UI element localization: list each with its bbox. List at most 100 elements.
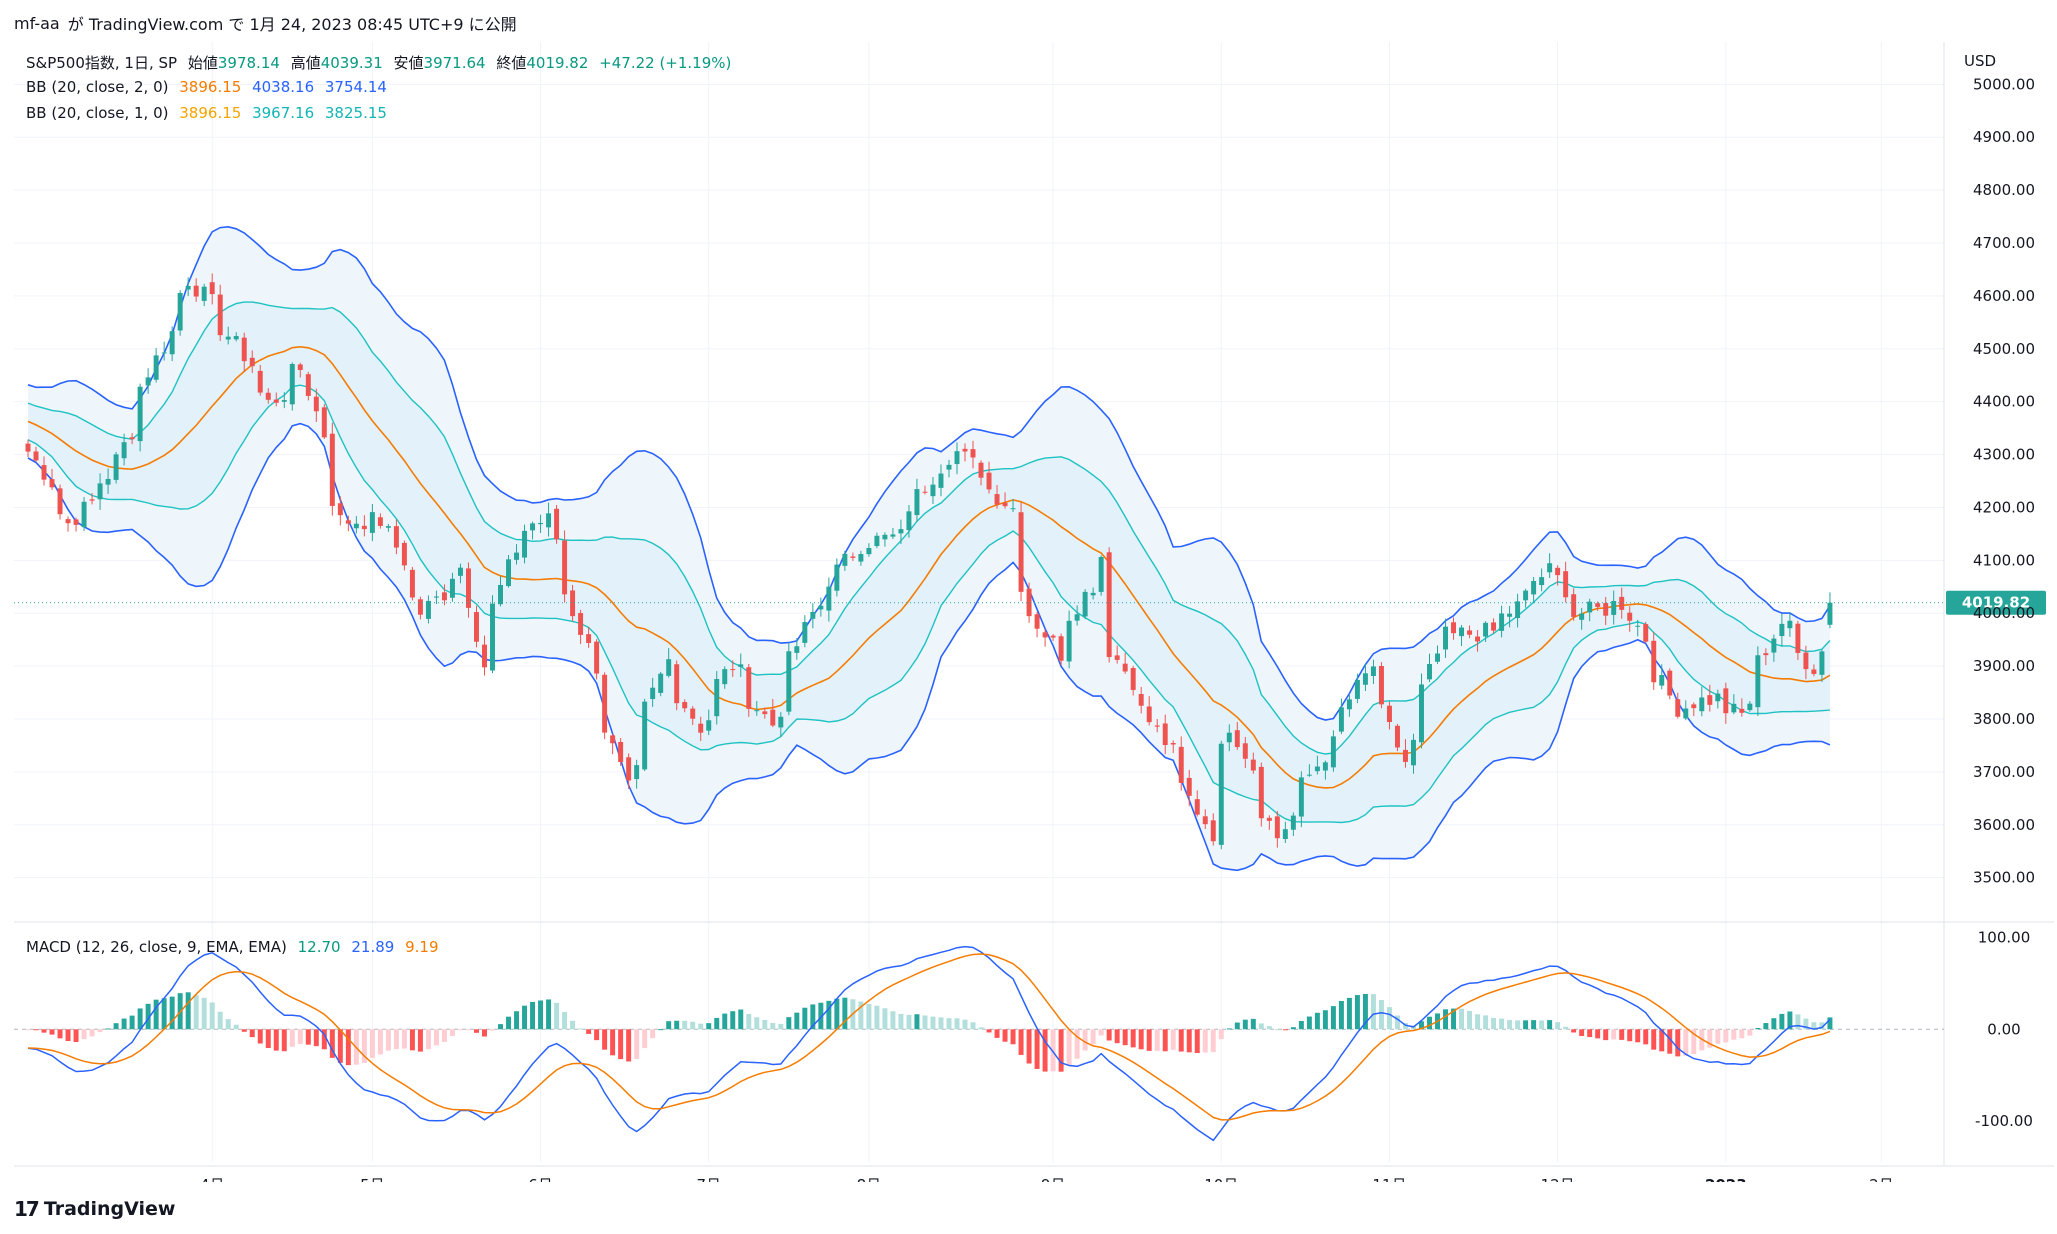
candle-body bbox=[1226, 732, 1232, 743]
candle-body bbox=[978, 462, 984, 478]
candle-body bbox=[1707, 695, 1713, 705]
candle-body bbox=[1491, 622, 1497, 631]
candle-body bbox=[1603, 603, 1609, 616]
candle-body bbox=[562, 540, 568, 595]
macd-histogram-bar bbox=[265, 1029, 271, 1049]
macd-histogram-bar bbox=[1074, 1029, 1080, 1059]
price-tick-label: 4000.00 bbox=[1973, 604, 2035, 622]
macd-histogram-bar bbox=[1611, 1029, 1617, 1040]
macd-histogram-bar bbox=[986, 1029, 992, 1033]
candle-body bbox=[898, 529, 904, 534]
macd-histogram-bar bbox=[938, 1017, 944, 1030]
macd-histogram-bar bbox=[1106, 1029, 1112, 1041]
bb2-legend[interactable]: BB (20, close, 2, 0) 3896.15 4038.16 375… bbox=[26, 78, 393, 96]
candle-body bbox=[1427, 663, 1432, 680]
macd-histogram-bar bbox=[1539, 1020, 1545, 1030]
macd-histogram-bar bbox=[401, 1029, 407, 1049]
candle-body bbox=[490, 603, 495, 671]
macd-histogram-bar bbox=[778, 1023, 784, 1030]
candle-body bbox=[1723, 688, 1729, 714]
macd-histogram-bar bbox=[554, 1002, 560, 1030]
candle-body bbox=[169, 331, 175, 355]
macd-histogram-bar bbox=[1691, 1029, 1697, 1055]
macd-histogram-bar bbox=[482, 1029, 487, 1037]
macd-legend[interactable]: MACD (12, 26, close, 9, EMA, EMA) 12.70 … bbox=[26, 938, 445, 956]
bb1-label: BB (20, close, 1, 0) bbox=[26, 104, 169, 122]
macd-histogram-bar bbox=[1314, 1012, 1320, 1030]
macd-histogram-bar bbox=[1603, 1029, 1609, 1041]
candle-body bbox=[1419, 684, 1424, 743]
candle-body bbox=[225, 336, 231, 340]
candle-body bbox=[145, 377, 151, 386]
candle-body bbox=[1715, 693, 1721, 702]
macd-histogram-bar bbox=[73, 1029, 79, 1042]
macd-histogram-bar bbox=[626, 1029, 632, 1062]
macd-histogram-bar bbox=[385, 1029, 391, 1051]
candle-body bbox=[425, 600, 431, 619]
bb1-fill bbox=[28, 302, 1830, 823]
symbol-label[interactable]: S&P500指数, 1日, SP bbox=[26, 54, 178, 72]
candle-body bbox=[674, 664, 680, 704]
candle-body bbox=[73, 519, 79, 525]
macd-histogram-bar bbox=[313, 1029, 319, 1047]
macd-histogram-bar bbox=[377, 1029, 383, 1055]
macd-histogram-bar bbox=[1066, 1029, 1072, 1066]
candle-body bbox=[778, 716, 784, 728]
candle-body bbox=[33, 451, 39, 461]
macd-histogram-bar bbox=[730, 1011, 736, 1030]
macd-histogram-bar bbox=[826, 1000, 832, 1030]
candle-body bbox=[570, 590, 576, 617]
candle-body bbox=[1563, 571, 1569, 598]
macd-histogram-bar bbox=[514, 1011, 520, 1030]
candle-body bbox=[297, 364, 303, 370]
low-value: 3971.64 bbox=[423, 54, 486, 72]
macd-histogram-bar bbox=[25, 1029, 31, 1031]
macd-histogram-bar bbox=[1747, 1029, 1753, 1036]
macd-histogram-bar bbox=[409, 1029, 415, 1051]
macd-histogram-bar bbox=[1755, 1028, 1761, 1030]
price-tick-label: 3600.00 bbox=[1973, 816, 2035, 834]
candle-body bbox=[1627, 612, 1633, 621]
macd-histogram-bar bbox=[1515, 1020, 1521, 1030]
price-tick-label: 3800.00 bbox=[1973, 710, 2035, 728]
candle-body bbox=[377, 517, 383, 526]
candle-body bbox=[1170, 742, 1176, 745]
candle-body bbox=[850, 556, 856, 558]
macd-histogram-bar bbox=[153, 999, 159, 1030]
footer-brand[interactable]: 17 TradingView bbox=[14, 1197, 175, 1221]
macd-histogram-bar bbox=[329, 1029, 335, 1058]
macd-histogram-bar bbox=[698, 1023, 704, 1030]
candle-body bbox=[1018, 512, 1024, 592]
candle-body bbox=[1138, 694, 1144, 706]
macd-histogram-bar bbox=[1707, 1029, 1713, 1048]
candle-body bbox=[1378, 665, 1384, 705]
macd-histogram-bar bbox=[273, 1029, 279, 1051]
candle-body bbox=[433, 596, 439, 598]
macd-histogram-bar bbox=[1779, 1013, 1785, 1030]
macd-histogram-bar bbox=[193, 995, 199, 1030]
last-price-tag-bg bbox=[1946, 590, 2046, 615]
macd-histogram-bar bbox=[1587, 1029, 1593, 1038]
author-name[interactable]: mf-aa bbox=[14, 13, 60, 33]
candle-body bbox=[1787, 620, 1793, 629]
macd-histogram-bar bbox=[169, 996, 175, 1030]
chart-svg[interactable]: 4019.82 5000.00 4900.00 4800.00 4700.00 4600.… bbox=[14, 42, 2054, 1182]
bb1-legend[interactable]: BB (20, close, 1, 0) 3896.15 3967.16 382… bbox=[26, 104, 393, 122]
close-value: 4019.82 bbox=[526, 54, 589, 72]
macd-histogram-bar bbox=[1723, 1029, 1729, 1043]
candle-body bbox=[217, 294, 223, 336]
candle-body bbox=[546, 513, 552, 528]
macd-histogram-bar bbox=[1346, 997, 1352, 1030]
candle-body bbox=[906, 511, 912, 531]
macd-histogram-bar bbox=[129, 1015, 135, 1030]
candle-body bbox=[409, 569, 415, 598]
macd-histogram-bar bbox=[754, 1017, 760, 1030]
macd-histogram-bar bbox=[1555, 1022, 1561, 1030]
macd-histogram-bar bbox=[1443, 1009, 1449, 1030]
macd-histogram-bar bbox=[682, 1020, 688, 1030]
candle-body bbox=[1202, 816, 1208, 825]
candle-body bbox=[1098, 556, 1104, 592]
price-tick-label: 4500.00 bbox=[1973, 340, 2035, 358]
chart-container[interactable]: 4019.82 5000.00 4900.00 4800.00 4700.00 4600.… bbox=[14, 42, 2054, 1182]
candle-body bbox=[770, 709, 776, 726]
